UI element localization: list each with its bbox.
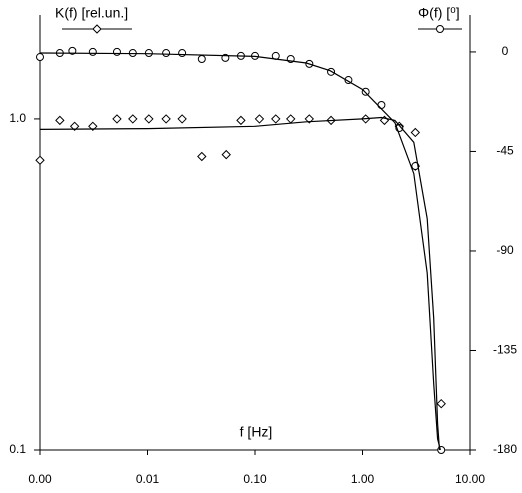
diamond-marker [177,114,187,124]
circle-marker [178,49,187,58]
x-axis-label: f [Hz] [240,424,273,440]
diamond-marker [236,115,246,126]
x-tick-label: 0.10 [243,472,267,486]
circle-marker [36,53,44,62]
circle-marker [88,47,97,56]
circle-marker [436,25,444,33]
diamond-marker [221,149,231,160]
circle-marker [144,49,153,58]
diamond-marker [161,114,171,124]
diamond-marker [286,114,296,124]
legend-label: K(f) [rel.un.] [55,5,128,21]
diamond-marker [197,151,207,162]
circle-marker [361,87,370,96]
diamond-marker [436,398,446,409]
x-tick-label: 1.00 [351,472,375,486]
circle-marker [162,49,171,58]
diamond-marker [55,115,65,126]
fit-line [39,116,441,451]
diamond-marker [304,114,315,124]
x-tick-label: 0.01 [136,472,160,486]
circle-marker [112,47,121,56]
diamond-marker [88,121,98,131]
diamond-marker [410,127,421,138]
y2-tick-label: -45 [496,144,514,158]
y2-tick-label: -90 [496,243,514,257]
circle-marker [197,55,206,64]
x-tick-label: 10.00 [455,472,485,486]
diamond-marker [112,114,122,124]
diamond-marker [92,24,102,34]
diamond-marker [254,114,265,124]
y2-tick-label: -135 [493,343,517,357]
y-tick-label: 1.0 [9,111,26,125]
y-tick-label: 0.1 [9,442,26,456]
diamond-marker [128,114,138,124]
fit-line [39,52,441,451]
circle-marker [377,101,386,110]
circle-marker [68,46,77,55]
diamond-marker [271,114,281,124]
diamond-marker [69,121,80,131]
legend-label: Φ(f) [⁰] [418,5,460,21]
y2-tick-label: 0 [502,44,509,58]
y2-tick-label: -180 [493,442,517,456]
diamond-marker [144,114,154,124]
diamond-marker [35,155,45,165]
x-tick-label: 0.00 [28,472,52,486]
